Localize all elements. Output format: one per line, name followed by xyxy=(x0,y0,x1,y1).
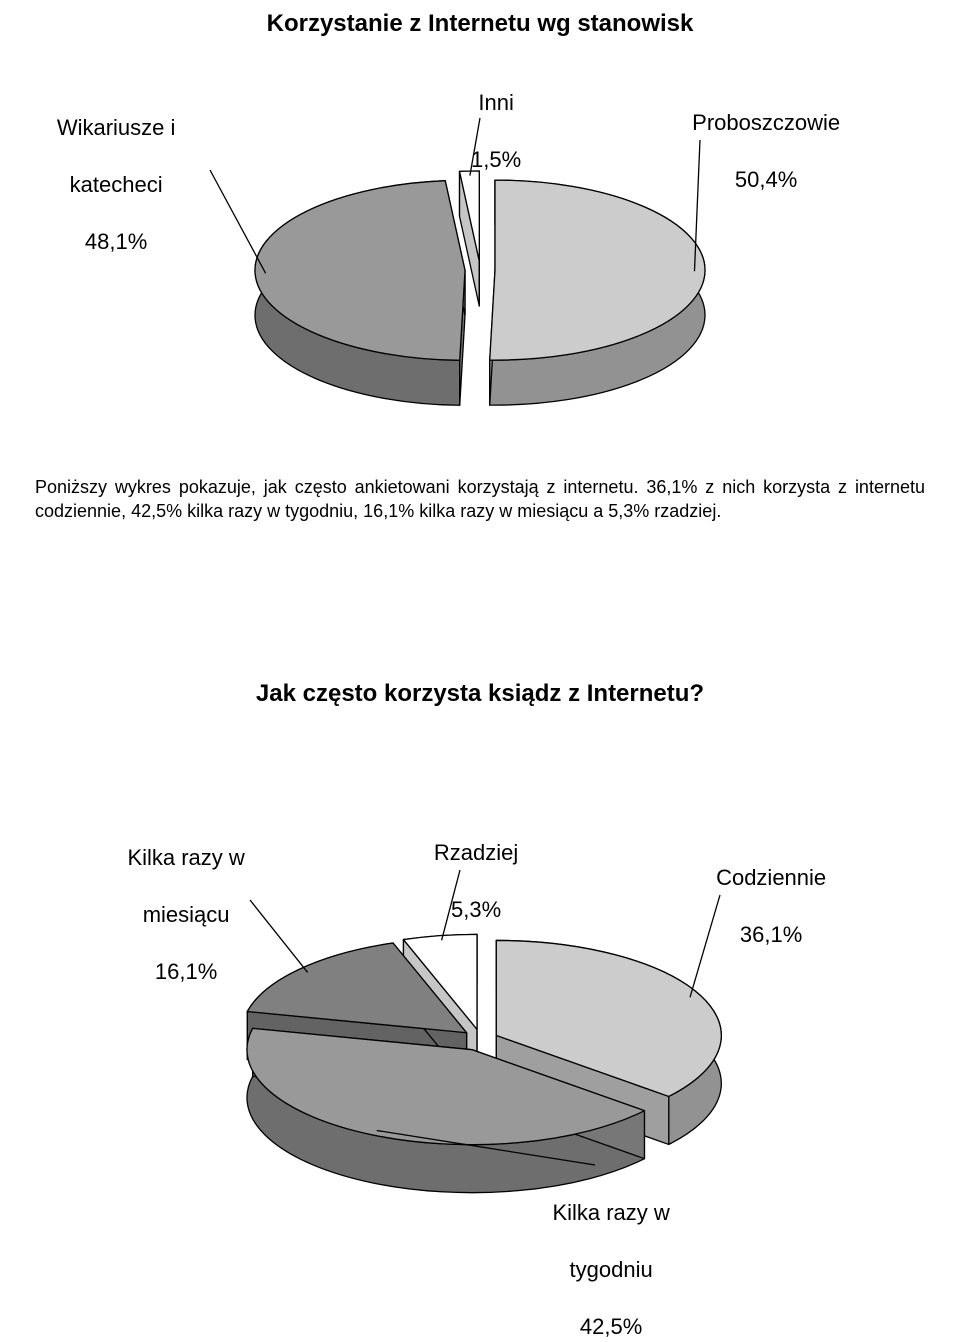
label-text: Proboszczowie xyxy=(692,110,840,135)
chart2-label-codziennie: Codziennie 36,1% xyxy=(640,835,890,949)
label-value: 5,3% xyxy=(451,897,501,922)
label-text-2: tygodniu xyxy=(570,1257,653,1282)
label-value: 36,1% xyxy=(740,922,802,947)
label-text: Rzadziej xyxy=(434,840,518,865)
chart2-label-rzadziej: Rzadziej 5,3% xyxy=(400,810,540,924)
label-text-1: Wikariusze i xyxy=(57,115,176,140)
label-value: 1,5% xyxy=(471,147,521,172)
label-value: 16,1% xyxy=(155,959,217,984)
chart2-label-miesiacu: Kilka razy w miesiącu 16,1% xyxy=(60,815,300,987)
chart1-label-wikariusze: Wikariusze i katecheci 48,1% xyxy=(0,85,220,257)
label-value: 50,4% xyxy=(735,167,797,192)
chart1-label-inni: Inni 1,5% xyxy=(430,60,550,174)
label-value: 42,5% xyxy=(580,1314,642,1339)
body-paragraph: Poniższy wykres pokazuje, jak często ank… xyxy=(35,475,925,524)
label-text-1: Kilka razy w xyxy=(127,845,244,870)
chart2-title: Jak często korzysta ksiądz z Internetu? xyxy=(0,680,960,708)
chart1-label-proboszczowie: Proboszczowie 50,4% xyxy=(640,80,880,194)
label-text-2: miesiącu xyxy=(143,902,230,927)
label-text: Inni xyxy=(478,90,513,115)
label-text-1: Kilka razy w xyxy=(552,1200,669,1225)
label-value: 48,1% xyxy=(85,229,147,254)
chart2-label-tygodniu: Kilka razy w tygodniu 42,5% xyxy=(490,1170,720,1342)
label-text: Codziennie xyxy=(716,865,826,890)
label-text-2: katecheci xyxy=(70,172,163,197)
page: { "chart1": { "type": "pie-3d-exploded",… xyxy=(0,0,960,1254)
